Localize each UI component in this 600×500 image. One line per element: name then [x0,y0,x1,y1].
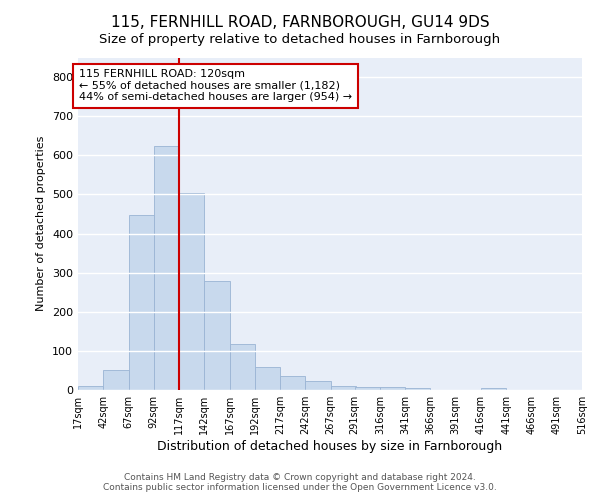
Bar [280,376,305,390]
Bar [204,282,230,390]
Bar [305,382,331,390]
Y-axis label: Number of detached properties: Number of detached properties [37,136,46,312]
Text: Size of property relative to detached houses in Farnborough: Size of property relative to detached ho… [100,32,500,46]
Bar [103,370,128,390]
Bar [78,386,103,390]
Bar [355,387,380,390]
Bar [255,366,280,390]
Bar [179,193,204,390]
Text: Contains HM Land Registry data © Crown copyright and database right 2024.
Contai: Contains HM Land Registry data © Crown c… [103,473,497,492]
Text: 115, FERNHILL ROAD, FARNBOROUGH, GU14 9DS: 115, FERNHILL ROAD, FARNBOROUGH, GU14 9D… [110,15,490,30]
Bar [230,344,255,390]
Bar [380,388,405,390]
Bar [331,386,356,390]
Text: 115 FERNHILL ROAD: 120sqm
← 55% of detached houses are smaller (1,182)
44% of se: 115 FERNHILL ROAD: 120sqm ← 55% of detac… [79,69,352,102]
Bar [154,146,179,390]
Bar [128,215,154,390]
Bar [405,388,430,390]
X-axis label: Distribution of detached houses by size in Farnborough: Distribution of detached houses by size … [157,440,503,453]
Bar [481,388,506,390]
